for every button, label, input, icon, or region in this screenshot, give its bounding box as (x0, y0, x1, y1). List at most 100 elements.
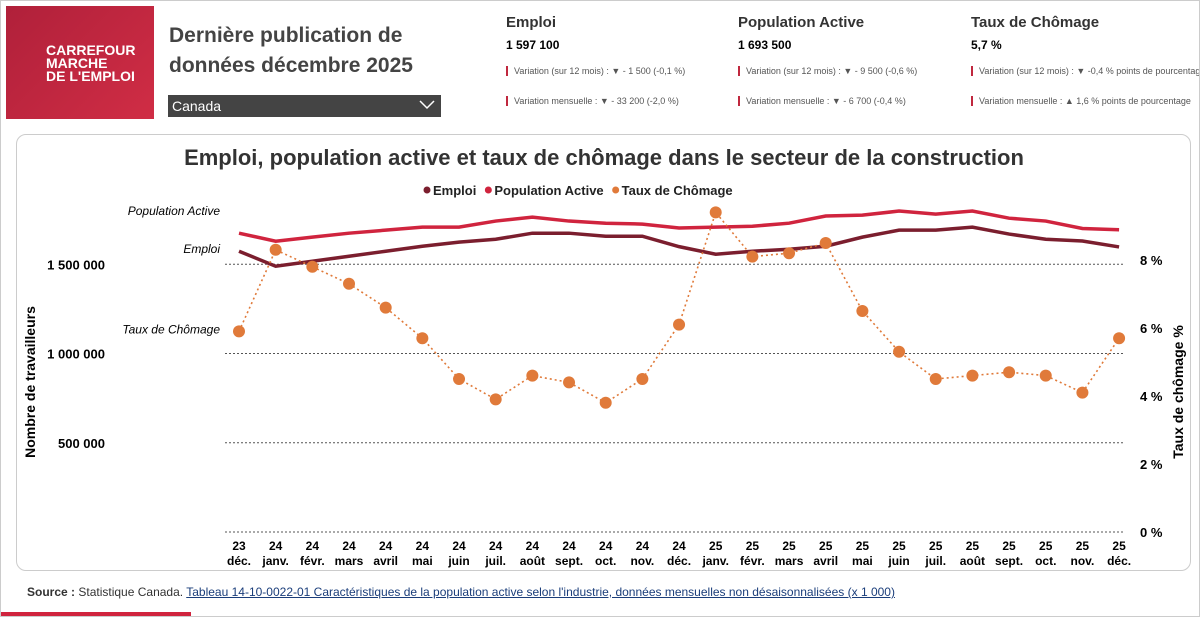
x-tick-label: 25 déc. (1107, 539, 1131, 568)
y2-tick-label: 6 % (1140, 321, 1163, 336)
x-tick-month: juin (447, 554, 469, 568)
x-tick-year: 24 (672, 539, 686, 553)
series-line (238, 210, 1120, 404)
series-label: Taux de Chômage (122, 322, 220, 336)
x-tick-year: 25 (746, 539, 760, 553)
kpi-variation: Variation mensuelle : ▲ 1,6 % points de … (971, 96, 1191, 106)
logo-text: MARCHE (46, 55, 108, 71)
dropdown-value: Canada (172, 98, 222, 114)
title-line: données décembre 2025 (169, 54, 413, 77)
x-tick-month: juil. (484, 554, 506, 568)
kpi-value: 1 597 100 (506, 38, 560, 52)
x-tick-label: 25 mars (775, 539, 804, 568)
x-tick-year: 25 (1112, 539, 1126, 553)
x-tick-year: 25 (782, 539, 796, 553)
point (856, 305, 869, 317)
point (306, 260, 319, 273)
logo: CARREFOUR MARCHE DE L'EMPLOI (6, 6, 154, 119)
x-tick-month: mars (335, 554, 364, 568)
point (636, 373, 649, 385)
x-tick-year: 24 (342, 539, 356, 553)
x-tick-label: 25 juin (887, 539, 909, 568)
x-tick-year: 25 (1002, 539, 1016, 553)
x-tick-year: 25 (1076, 539, 1090, 553)
point (966, 369, 979, 382)
point (269, 243, 282, 256)
x-tick-year: 25 (819, 539, 833, 553)
x-tick-month: nov. (630, 554, 654, 568)
point (563, 376, 576, 389)
x-tick-month: févr. (740, 554, 765, 568)
x-tick-label: 25 nov. (1071, 539, 1095, 568)
logo-text: CARREFOUR (46, 42, 136, 58)
point (1113, 332, 1126, 345)
series-label: Population Active (128, 204, 221, 218)
x-tick-label: 24 juil. (484, 539, 506, 568)
point (929, 373, 942, 385)
x-tick-month: sept. (995, 554, 1023, 568)
x-tick-year: 25 (856, 539, 870, 553)
x-tick-label: 23 déc. (227, 539, 251, 568)
kpi-value: 1 693 500 (738, 38, 792, 52)
x-tick-label: 24 nov. (630, 539, 654, 568)
legend-marker (423, 186, 431, 194)
x-tick-month: mai (412, 554, 433, 568)
point (453, 373, 466, 385)
point (1003, 366, 1016, 379)
region-dropdown[interactable]: Canada (168, 95, 441, 117)
point (343, 277, 356, 290)
y-tick-label: 1 500 000 (47, 257, 105, 272)
y2-axis-title: Taux de chômage % (1170, 325, 1186, 459)
x-tick-label: 24 janv. (261, 539, 288, 568)
point (489, 393, 502, 406)
point (1076, 386, 1089, 399)
x-tick-year: 24 (599, 539, 613, 553)
header-title: Dernière publication de données décembre… (169, 21, 413, 81)
accent-bar (1, 612, 191, 616)
x-tick-month: juil. (924, 554, 946, 568)
point (379, 301, 392, 314)
x-tick-year: 25 (709, 539, 723, 553)
y-tick-label: 500 000 (58, 436, 105, 451)
x-tick-month: déc. (227, 554, 251, 568)
point (526, 369, 539, 382)
x-tick-year: 24 (452, 539, 466, 553)
x-tick-month: août (520, 554, 545, 568)
x-tick-month: janv. (701, 554, 728, 568)
x-tick-label: 25 avril (813, 539, 838, 568)
kpi-variation: Variation (sur 12 mois) : ▼ -0,4 % point… (971, 66, 1199, 76)
x-tick-label: 25 févr. (740, 539, 765, 568)
x-tick-month: janv. (261, 554, 288, 568)
x-tick-label: 24 juin (447, 539, 469, 568)
x-tick-month: avril (813, 554, 838, 568)
x-tick-label: 25 oct. (1035, 539, 1056, 568)
y2-tick-label: 2 % (1140, 457, 1163, 472)
source-link[interactable]: Tableau 14-10-0022-01 Caractéristiques d… (186, 585, 895, 599)
kpi-name: Emploi (506, 14, 557, 31)
point (233, 325, 245, 338)
series-line (238, 225, 1120, 269)
x-tick-month: oct. (595, 554, 616, 568)
kpi-variation: Variation (sur 12 mois) : ▼ - 1 500 (-0,… (506, 66, 685, 76)
point (416, 332, 429, 345)
x-tick-year: 24 (562, 539, 576, 553)
x-tick-label: 24 août (520, 539, 545, 568)
kpi-name: Taux de Chômage (971, 14, 1100, 31)
x-tick-month: juin (887, 554, 909, 568)
point (893, 345, 906, 358)
x-tick-year: 24 (306, 539, 320, 553)
x-tick-month: août (960, 554, 985, 568)
point (783, 247, 796, 260)
x-tick-month: févr. (300, 554, 325, 568)
x-tick-label: 24 sept. (555, 539, 583, 568)
chart: Emploi, population active et taux de chô… (22, 145, 1186, 568)
point (673, 318, 686, 331)
x-tick-label: 24 mai (412, 539, 433, 568)
x-tick-year: 23 (232, 539, 246, 553)
x-tick-year: 24 (379, 539, 393, 553)
title-line: Dernière publication de (169, 24, 403, 47)
x-tick-month: mars (775, 554, 804, 568)
point (1039, 369, 1052, 382)
kpi-variation: Variation (sur 12 mois) : ▼ - 9 500 (-0,… (738, 66, 917, 76)
